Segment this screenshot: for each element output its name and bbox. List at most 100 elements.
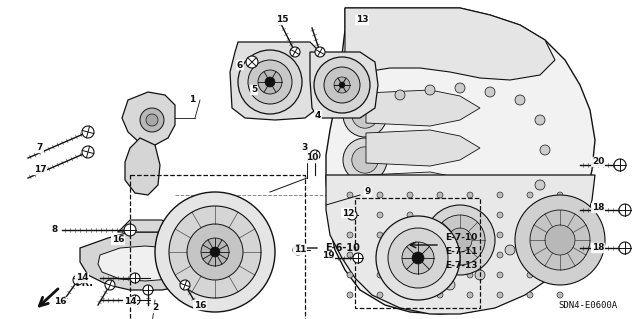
Text: 16: 16: [112, 235, 124, 244]
Circle shape: [180, 280, 190, 290]
Text: 7: 7: [37, 144, 43, 152]
Text: 5: 5: [251, 85, 257, 94]
Circle shape: [347, 232, 353, 238]
Text: 15: 15: [276, 16, 288, 25]
Circle shape: [415, 277, 425, 287]
Circle shape: [310, 150, 320, 160]
Circle shape: [347, 292, 353, 298]
Text: FR.: FR.: [75, 278, 93, 288]
Circle shape: [527, 252, 533, 258]
Circle shape: [527, 292, 533, 298]
Circle shape: [343, 93, 387, 137]
Polygon shape: [310, 52, 378, 118]
Circle shape: [82, 126, 94, 138]
Circle shape: [525, 215, 535, 225]
Circle shape: [407, 232, 413, 238]
Polygon shape: [366, 172, 480, 208]
Bar: [130, 175, 305, 319]
Circle shape: [497, 252, 503, 258]
Polygon shape: [326, 175, 595, 314]
Circle shape: [169, 206, 261, 298]
Circle shape: [377, 232, 383, 238]
Polygon shape: [326, 8, 595, 314]
Text: E-7-11: E-7-11: [445, 248, 477, 256]
Circle shape: [448, 228, 472, 252]
Circle shape: [557, 212, 563, 218]
Circle shape: [334, 77, 350, 93]
Circle shape: [407, 252, 413, 258]
Circle shape: [339, 82, 345, 88]
Bar: [355, 198, 480, 308]
Circle shape: [467, 192, 473, 198]
Circle shape: [545, 225, 575, 255]
Text: 1: 1: [189, 95, 195, 105]
Circle shape: [140, 108, 164, 132]
Circle shape: [475, 270, 485, 280]
Circle shape: [377, 292, 383, 298]
Circle shape: [73, 275, 83, 285]
Circle shape: [201, 238, 229, 266]
Circle shape: [540, 145, 550, 155]
Circle shape: [130, 273, 140, 283]
Circle shape: [535, 115, 545, 125]
Circle shape: [467, 232, 473, 238]
Circle shape: [485, 87, 495, 97]
Circle shape: [437, 232, 443, 238]
Circle shape: [82, 146, 94, 158]
Text: 3: 3: [302, 144, 308, 152]
Text: E-7-13: E-7-13: [445, 262, 477, 271]
Text: 2: 2: [152, 303, 158, 313]
Circle shape: [425, 205, 495, 275]
Text: 10: 10: [306, 153, 318, 162]
Polygon shape: [80, 232, 210, 290]
Circle shape: [265, 77, 275, 87]
Circle shape: [535, 180, 545, 190]
Circle shape: [347, 232, 383, 268]
Circle shape: [347, 210, 357, 220]
Text: 14: 14: [76, 273, 88, 283]
Text: 4: 4: [315, 110, 321, 120]
Circle shape: [437, 252, 443, 258]
Text: 9: 9: [365, 188, 371, 197]
Polygon shape: [342, 8, 555, 90]
Circle shape: [407, 272, 413, 278]
Circle shape: [530, 210, 590, 270]
Circle shape: [352, 102, 378, 128]
Circle shape: [388, 228, 448, 288]
Circle shape: [557, 272, 563, 278]
Circle shape: [376, 216, 460, 300]
Circle shape: [455, 83, 465, 93]
Text: 18: 18: [592, 243, 604, 253]
Polygon shape: [122, 92, 175, 145]
Polygon shape: [366, 217, 480, 253]
Circle shape: [497, 272, 503, 278]
Circle shape: [390, 265, 400, 275]
Circle shape: [467, 252, 473, 258]
Circle shape: [315, 47, 325, 57]
Text: 19: 19: [322, 251, 334, 261]
Text: 11: 11: [294, 246, 307, 255]
Circle shape: [343, 138, 387, 182]
Circle shape: [187, 224, 243, 280]
Circle shape: [248, 60, 292, 104]
Circle shape: [354, 239, 376, 261]
Circle shape: [377, 252, 383, 258]
Circle shape: [238, 50, 302, 114]
Circle shape: [619, 204, 631, 216]
Circle shape: [258, 70, 282, 94]
Circle shape: [425, 85, 435, 95]
Circle shape: [352, 192, 378, 218]
Circle shape: [437, 272, 443, 278]
Text: 20: 20: [592, 158, 604, 167]
Circle shape: [527, 192, 533, 198]
Circle shape: [124, 224, 136, 236]
Text: 18: 18: [592, 204, 604, 212]
Text: 16: 16: [194, 300, 206, 309]
Circle shape: [105, 280, 115, 290]
Text: 8: 8: [52, 226, 58, 234]
Circle shape: [143, 285, 153, 295]
Circle shape: [557, 192, 563, 198]
Circle shape: [497, 192, 503, 198]
Polygon shape: [230, 42, 322, 120]
Text: 12: 12: [342, 209, 355, 218]
